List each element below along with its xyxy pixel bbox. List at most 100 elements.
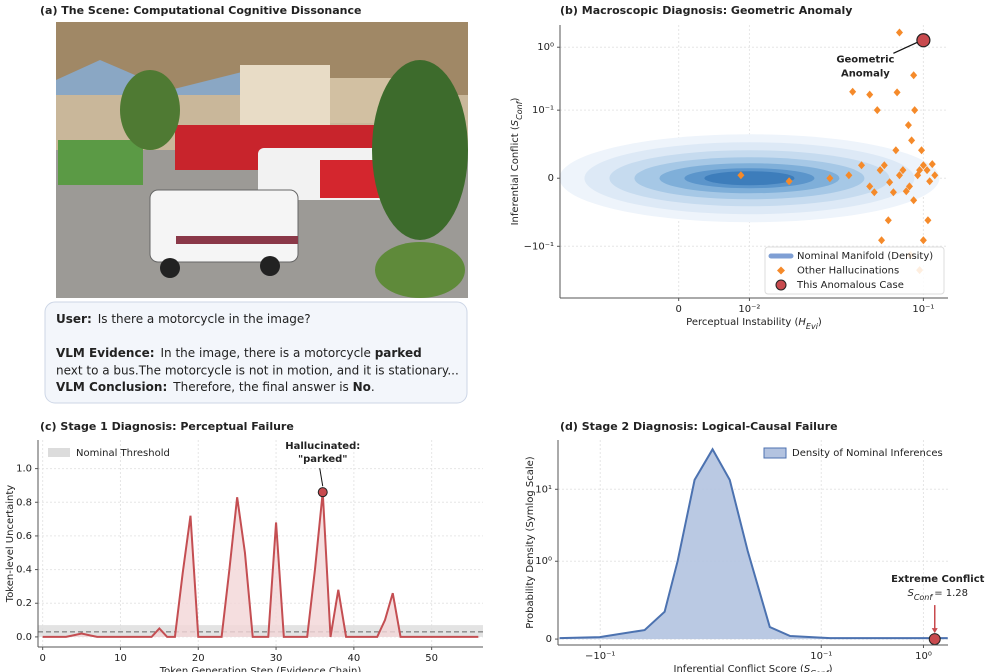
x-tick-label: 10 — [114, 653, 127, 664]
uncertainty-line — [42, 492, 479, 638]
highlight: parked — [375, 346, 422, 360]
axis-label: Inferential Conflict Score (SConf) — [674, 664, 833, 672]
hallucination-point — [826, 174, 834, 183]
speaker: User: — [56, 312, 92, 326]
legend-label: Nominal Threshold — [76, 448, 170, 459]
hallucination-point — [899, 166, 907, 175]
y-tick-label: −10⁻¹ — [524, 241, 554, 252]
hallucination-point — [905, 182, 913, 191]
hallucination-point — [876, 166, 884, 175]
dialog-line: User: Is there a motorcycle in the image? — [56, 312, 311, 326]
annotation: Anomaly — [841, 68, 890, 79]
x-tick-label: 10⁻¹ — [810, 651, 832, 662]
hallucination-point — [911, 106, 919, 115]
axis-label-part: ) — [510, 98, 521, 102]
axis-label: Token Generation Step (Evidence Chain) — [159, 666, 362, 672]
dialog-line: VLM Evidence: In the image, there is a mo… — [56, 346, 422, 360]
hallucination-point — [866, 182, 874, 191]
y-tick-label: 10¹ — [535, 484, 552, 495]
x-tick-label: 50 — [425, 653, 438, 664]
hallucination-point — [931, 171, 939, 180]
hallucination-point — [785, 177, 793, 186]
axis-label: Token-level Uncertainty — [5, 485, 16, 604]
hallucination-point — [889, 188, 897, 197]
legend-swatch — [48, 448, 70, 457]
dialog-box — [44, 301, 468, 404]
hallucination-marker — [317, 487, 328, 498]
hallucination-point — [737, 171, 745, 180]
hallucination-point — [919, 161, 927, 170]
hallucination-point — [918, 146, 926, 155]
x-tick-label: 30 — [270, 653, 283, 664]
shuttle-stripe — [176, 236, 298, 244]
axis-label-part: Conf — [515, 100, 524, 120]
shuttle — [149, 189, 299, 263]
extreme-marker — [928, 633, 941, 646]
y-tick-label: 10⁻¹ — [532, 105, 554, 116]
legend-swatch — [775, 279, 787, 291]
axis-label: Perceptual Instability (HEvi) — [686, 317, 822, 331]
building — [240, 65, 330, 125]
speaker: VLM Evidence: — [56, 346, 155, 360]
y-tick-label: 10⁰ — [537, 42, 554, 53]
axis-label-part: Token Generation Step (Evidence Chain) — [159, 666, 362, 672]
hallucination-point — [904, 121, 912, 130]
y-tick-label: 1.0 — [16, 464, 32, 475]
uncertainty-area — [42, 492, 479, 637]
axis-label-part: S — [804, 664, 811, 672]
panel-title: (a) The Scene: Computational Cognitive D… — [40, 4, 362, 17]
axis-label-part: Probability Density (Symlog Scale) — [525, 456, 536, 628]
axis-label-part: Perceptual Instability ( — [686, 317, 798, 328]
hallucination-point — [910, 196, 918, 205]
panel-title: (b) Macroscopic Diagnosis: Geometric Ano… — [560, 4, 852, 17]
hallucination-point — [873, 106, 881, 115]
annotation-arrow — [319, 468, 324, 487]
axis-label-part: Inferential Conflict ( — [510, 126, 521, 225]
x-tick-label: 10⁻² — [738, 304, 760, 315]
shrub — [375, 242, 465, 298]
y-tick-label: 0.2 — [16, 598, 32, 609]
y-tick-label: 0.0 — [16, 632, 32, 643]
hallucination-point — [895, 28, 903, 37]
axis-label-part: ) — [829, 664, 833, 672]
hallucination-point — [845, 171, 853, 180]
density-area — [559, 449, 948, 640]
wheel — [160, 258, 180, 278]
annotation: Geometric — [836, 54, 894, 65]
axis-label-part: H — [798, 317, 806, 328]
axis-label-part: Token-level Uncertainty — [5, 485, 16, 604]
x-tick-label: 0 — [39, 653, 45, 664]
utterance: . — [371, 380, 375, 394]
axis-label-part: Inferential Conflict Score ( — [674, 664, 804, 672]
axis-label: Probability Density (Symlog Scale) — [525, 456, 536, 628]
hallucination-point — [902, 187, 910, 196]
hallucination-point — [928, 160, 936, 169]
arrow-head — [931, 628, 938, 634]
axis-label: Inferential Conflict (SConf) — [510, 98, 524, 226]
annotation: SConf = 1.28 — [907, 588, 968, 602]
annotation: "parked" — [298, 454, 348, 465]
tree — [372, 60, 468, 240]
x-tick-label: −10⁻¹ — [585, 651, 615, 662]
anomaly-point — [916, 33, 931, 48]
annotation: Hallucinated: — [285, 441, 360, 452]
legend-swatch — [777, 266, 785, 275]
panel-title: (d) Stage 2 Diagnosis: Logical-Causal Fa… — [560, 420, 838, 433]
scene-photo — [56, 22, 468, 298]
tram — [58, 140, 143, 185]
hallucination-point — [884, 216, 892, 225]
tree — [120, 70, 180, 150]
legend-box — [764, 246, 945, 295]
hallucination-point — [923, 166, 931, 175]
x-tick-label: 10⁻¹ — [912, 304, 934, 315]
hallucination-point — [878, 236, 886, 245]
hallucination-point — [895, 171, 903, 180]
y-tick-label: 0.6 — [16, 531, 32, 542]
threshold-band — [38, 625, 483, 637]
annotation-part: Conf — [914, 593, 934, 602]
axis-label-part: ) — [818, 317, 822, 328]
hallucination-point — [919, 236, 927, 245]
hallucination-point — [870, 188, 878, 197]
